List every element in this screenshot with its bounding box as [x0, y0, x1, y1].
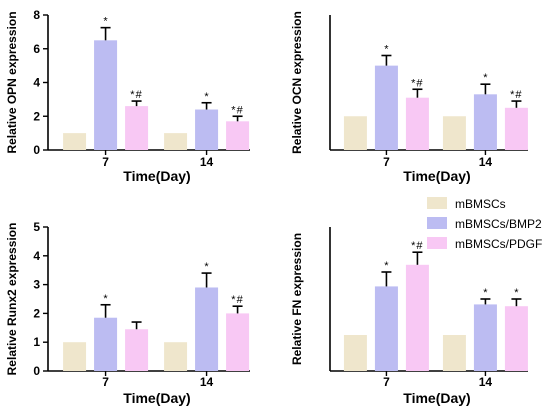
significance-hash: #: [237, 104, 244, 116]
bar-mbmscs-bmp2-14: [473, 94, 497, 150]
significance-star: *: [231, 104, 236, 116]
legend-swatch: [427, 217, 447, 229]
x-tick-label: 14: [200, 375, 214, 389]
bar-mbmscs-14: [442, 116, 466, 150]
significance-hash: #: [136, 89, 143, 101]
y-tick-label: 5: [33, 220, 40, 234]
bar-mbmscs-7: [343, 335, 367, 371]
significance-star: *: [384, 44, 389, 56]
bar-mbmscs-bmp2-14: [195, 287, 219, 371]
bar-mbmscs-bmp2-7: [94, 317, 118, 371]
bar-mbmscs-pdgf-14: [504, 306, 528, 371]
significance-star: *: [204, 91, 209, 103]
significance-star: *: [514, 287, 519, 299]
x-tick-label: 14: [479, 375, 493, 389]
legend-swatch: [427, 197, 447, 209]
bar-mbmscs-pdgf-14: [504, 107, 528, 150]
bar-mbmscs-14: [164, 133, 188, 150]
bar-mbmscs-bmp2-14: [473, 304, 497, 371]
x-tick-label: 7: [383, 375, 390, 389]
bar-mbmscs-14: [442, 335, 466, 371]
significance-hash: #: [416, 77, 423, 89]
significance-star: *: [510, 89, 515, 101]
x-tick-label: 14: [479, 155, 493, 169]
bar-mbmscs-pdgf-14: [226, 121, 250, 150]
bar-mbmscs-bmp2-14: [195, 109, 219, 150]
significance-star: *: [483, 287, 488, 299]
bar-mbmscs-pdgf-7: [405, 264, 429, 371]
y-tick-label: 2: [33, 306, 40, 320]
x-axis-label: Time(Day): [123, 168, 190, 184]
y-axis-label: Relative FN expression: [290, 233, 304, 365]
significance-star: *: [103, 16, 108, 28]
chart-panel-top-left: 0 2 4 6 8 7 14 Time(Day) Relative OPN expression…: [5, 8, 250, 184]
y-tick-label: 6: [33, 42, 40, 56]
bar-mbmscs-7: [63, 133, 87, 150]
significance-star: *: [483, 72, 488, 84]
bar-mbmscs-pdgf-7: [125, 106, 149, 150]
significance-star: *: [411, 240, 416, 252]
legend-label: mBMSCs/PDGF: [455, 237, 542, 251]
significance-star: *: [130, 89, 135, 101]
y-tick-label: 0: [33, 143, 40, 157]
bar-mbmscs-bmp2-7: [94, 40, 118, 150]
significance-star: *: [231, 294, 236, 306]
x-tick-label: 7: [102, 375, 109, 389]
significance-star: *: [103, 293, 108, 305]
bar-mbmscs-14: [164, 342, 188, 371]
legend-swatch: [427, 237, 447, 249]
bar-mbmscs-bmp2-7: [374, 65, 398, 150]
y-axis-label: Relative OPN expression: [5, 11, 19, 153]
legend-label: mBMSCs/BMP2: [455, 217, 542, 231]
significance-hash: #: [237, 294, 244, 306]
significance-hash: #: [515, 89, 522, 101]
y-tick-label: 2: [33, 109, 40, 123]
bar-mbmscs-pdgf-7: [125, 329, 149, 371]
x-tick-label: 14: [200, 155, 214, 169]
bar-mbmscs-7: [343, 116, 367, 150]
bar-mbmscs-7: [63, 342, 87, 371]
y-axis-label: Relative Runx2 expression: [5, 223, 19, 376]
legend-label: mBMSCs: [455, 197, 506, 211]
x-tick-label: 7: [102, 155, 109, 169]
bar-mbmscs-pdgf-14: [226, 313, 250, 371]
x-axis-label: Time(Day): [403, 168, 470, 184]
significance-star: *: [384, 260, 389, 272]
x-axis-label: Time(Day): [403, 390, 470, 406]
significance-star: *: [411, 77, 416, 89]
legend: mBMSCs mBMSCs/BMP2 mBMSCs/PDGF: [427, 197, 542, 251]
bar-mbmscs-pdgf-7: [405, 97, 429, 150]
y-tick-label: 1: [33, 335, 40, 349]
bar-mbmscs-bmp2-7: [374, 286, 398, 371]
significance-hash: #: [416, 240, 423, 252]
significance-star: *: [204, 261, 209, 273]
x-tick-label: 7: [383, 155, 390, 169]
y-tick-label: 4: [33, 249, 40, 263]
x-axis-label: Time(Day): [123, 390, 190, 406]
y-tick-label: 4: [33, 76, 40, 90]
y-tick-label: 0: [33, 364, 40, 378]
y-tick-label: 8: [33, 8, 40, 22]
y-tick-label: 3: [33, 278, 40, 292]
chart-panel-bottom-left: 0 1 2 3 4 5 7 14 Time(Day) Relative Runx2 express…: [5, 220, 250, 406]
y-axis-label: Relative OCN expression: [290, 11, 304, 154]
